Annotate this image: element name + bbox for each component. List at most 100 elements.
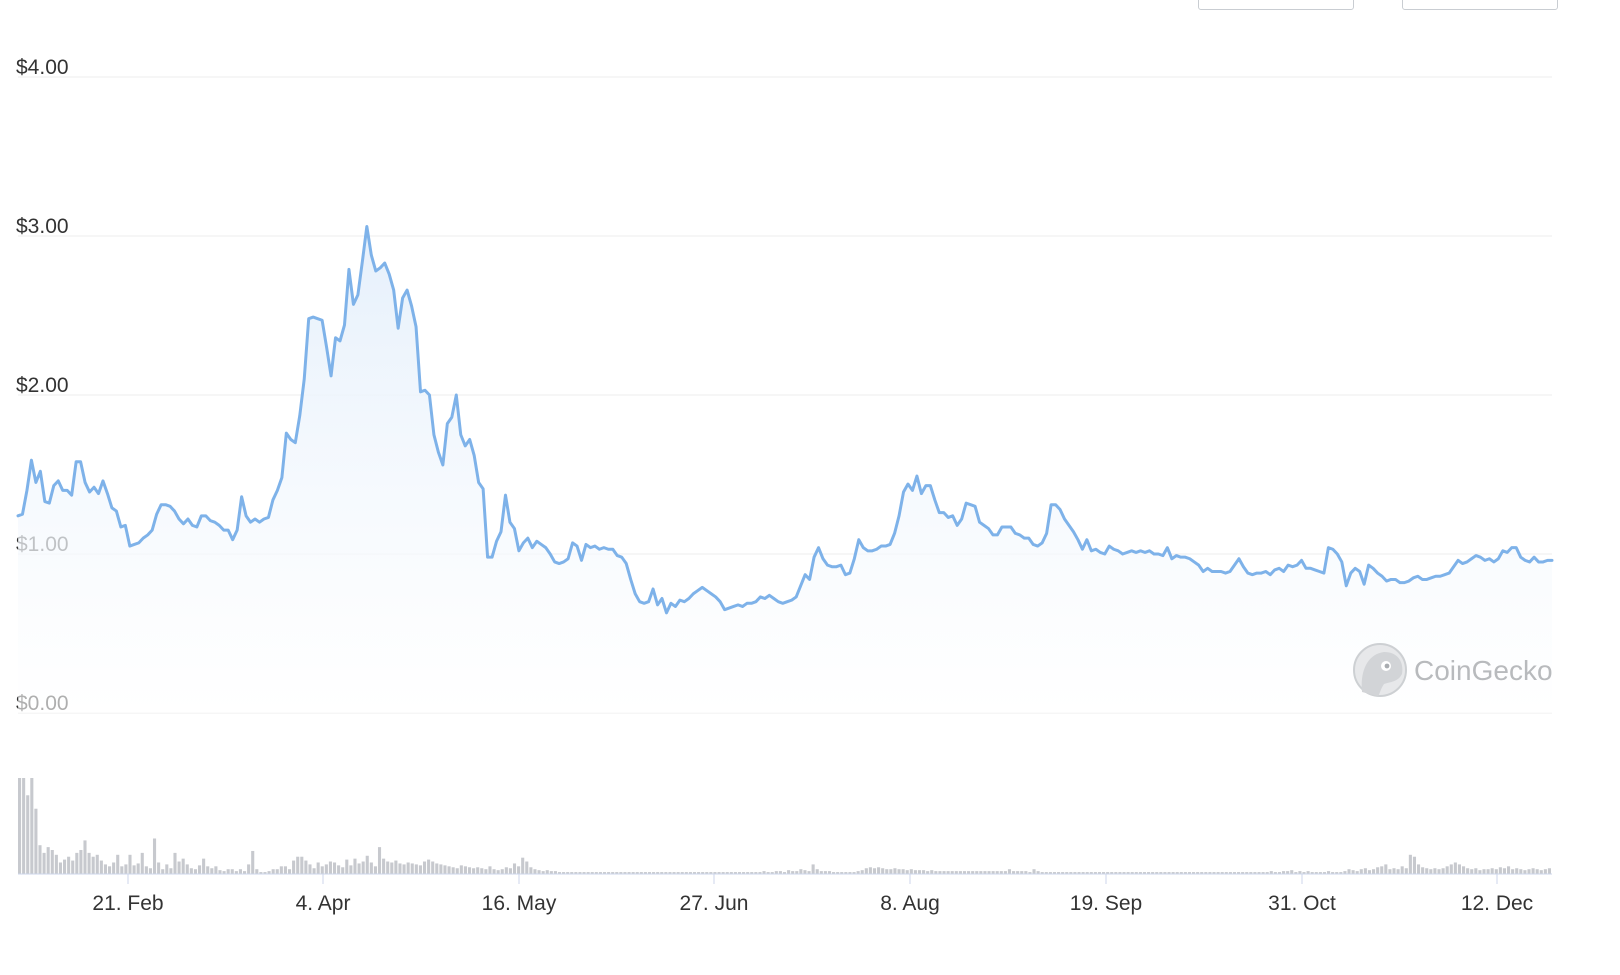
volume-bar xyxy=(1097,872,1102,874)
volume-bar xyxy=(750,872,754,874)
volume-bar xyxy=(930,870,934,874)
volume-bar xyxy=(958,871,962,874)
volume-bar xyxy=(1228,872,1232,874)
volume-bar xyxy=(1543,869,1547,874)
volume-bar xyxy=(492,869,496,874)
volume-bar xyxy=(1126,872,1130,874)
volume-bar xyxy=(844,872,848,874)
volume-bar xyxy=(1151,872,1155,874)
range-selector-button-left[interactable] xyxy=(1198,0,1354,10)
volume-bar xyxy=(1167,872,1171,874)
volume-bar xyxy=(1535,869,1539,874)
volume-bar xyxy=(1547,868,1551,874)
volume-bar xyxy=(54,854,58,874)
volume-bar xyxy=(1343,871,1347,874)
coingecko-watermark: CoinGecko xyxy=(1353,643,1553,697)
volume-bar xyxy=(504,867,508,874)
volume-bar xyxy=(300,856,304,874)
volume-bar xyxy=(255,869,259,874)
x-tick-label: 21. Feb xyxy=(92,892,163,915)
volume-bar xyxy=(1515,868,1519,874)
volume-bar xyxy=(1249,872,1253,874)
volume-bar xyxy=(508,868,512,874)
x-tick-label: 19. Sep xyxy=(1070,892,1142,915)
volume-bar xyxy=(296,856,300,874)
volume-bar xyxy=(210,868,214,874)
volume-bar xyxy=(234,871,238,874)
volume-bar xyxy=(668,872,672,874)
volume-bar xyxy=(611,872,615,874)
volume-bar xyxy=(107,866,112,874)
volume-bar xyxy=(717,872,721,874)
volume-bar xyxy=(525,861,529,874)
volume-bar xyxy=(476,867,480,874)
volume-bar xyxy=(512,863,517,874)
volume-bar xyxy=(1077,872,1081,874)
volume-bar xyxy=(177,861,181,874)
price-line-group xyxy=(16,224,1554,615)
volume-bar xyxy=(193,869,197,874)
volume-bar xyxy=(840,872,844,874)
volume-bar xyxy=(1024,871,1028,874)
volume-bar xyxy=(1408,854,1412,874)
volume-bar xyxy=(1470,869,1474,874)
volume-bar xyxy=(1122,872,1126,874)
volume-bar xyxy=(635,872,639,874)
volume-bar xyxy=(746,872,750,874)
volume-bar xyxy=(1232,872,1237,874)
volume-bar xyxy=(1453,862,1457,874)
volume-bar xyxy=(1286,871,1290,874)
volume-bar xyxy=(983,871,987,874)
volume-bar xyxy=(946,871,950,874)
volume-bar xyxy=(447,866,451,874)
volume-bar xyxy=(287,869,292,874)
volume-bar xyxy=(373,866,377,874)
volume-bar xyxy=(562,872,566,874)
volume-bar xyxy=(71,860,75,874)
volume-bar xyxy=(116,854,120,874)
volume-bar xyxy=(238,869,242,874)
volume-bar xyxy=(566,872,570,874)
volume-bar xyxy=(934,871,938,874)
volume-bar xyxy=(1257,872,1261,874)
volume-bar xyxy=(832,872,836,874)
volume-bar xyxy=(467,867,472,874)
volume-bar xyxy=(1519,869,1523,874)
volume-bar xyxy=(537,870,541,874)
volume-bar xyxy=(316,862,320,874)
range-selector-button-right[interactable] xyxy=(1402,0,1558,10)
volume-bar xyxy=(435,863,439,874)
volume-bar xyxy=(1396,869,1400,874)
volume-bar xyxy=(774,871,778,874)
volume-bar xyxy=(778,871,782,874)
volume-bar xyxy=(1314,872,1318,874)
volume-bar xyxy=(1130,872,1134,874)
volume-bar xyxy=(1069,872,1073,874)
volume-bar xyxy=(459,865,463,874)
volume-bar xyxy=(1449,864,1453,874)
volume-bar xyxy=(451,867,455,874)
volume-bar xyxy=(275,869,279,874)
volume-bar xyxy=(22,778,26,874)
volume-bar xyxy=(1159,872,1163,874)
volume-bar xyxy=(263,872,267,874)
volume-bar xyxy=(75,852,79,874)
volume-bar xyxy=(836,872,840,874)
volume-bar xyxy=(332,862,337,874)
volume-bar xyxy=(1421,867,1425,874)
volume-bar xyxy=(545,870,549,874)
volume-bar xyxy=(251,850,255,874)
volume-bar xyxy=(189,868,193,874)
volume-bar xyxy=(517,866,521,874)
volume-bar xyxy=(811,864,815,874)
volume-bar xyxy=(905,870,909,874)
volume-bar xyxy=(1335,872,1339,874)
volume-bar xyxy=(1118,872,1122,874)
volume-bar xyxy=(496,870,500,874)
volume-bar xyxy=(26,795,30,874)
volume-bar xyxy=(1429,869,1433,874)
volume-bar xyxy=(909,869,913,874)
volume-bar xyxy=(1114,872,1118,874)
volume-bar xyxy=(623,872,627,874)
volume-bar xyxy=(50,850,54,874)
